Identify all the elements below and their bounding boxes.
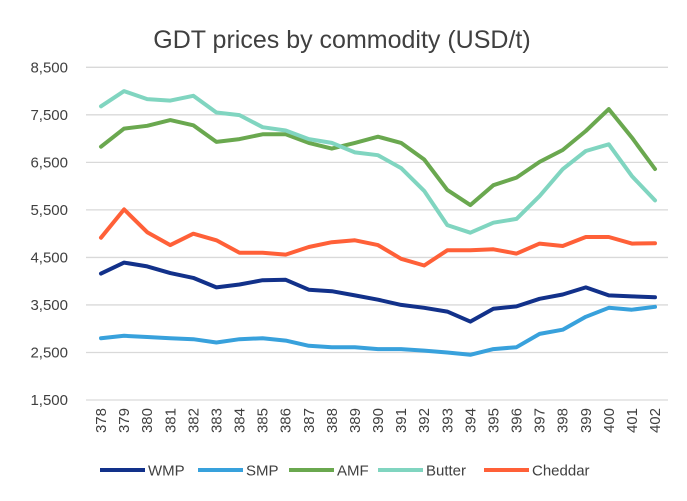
- series-line-smp: [99, 304, 657, 357]
- legend-item-butter: Butter: [378, 463, 466, 480]
- legend-item-amf: AMF: [289, 463, 369, 480]
- x-tick-label: 383: [208, 408, 225, 433]
- x-tick-label: 378: [93, 408, 110, 433]
- y-tick-label: 8,500: [30, 59, 68, 76]
- legend-item-cheddar: Cheddar: [484, 463, 590, 480]
- x-tick-label: 385: [255, 408, 272, 433]
- legend-item-smp: SMP: [198, 463, 279, 480]
- y-tick-label: 5,500: [30, 202, 68, 219]
- x-tick-label: 397: [532, 408, 549, 433]
- x-tick-label: 387: [301, 408, 318, 433]
- x-tick-label: 380: [139, 408, 156, 433]
- legend-label: Cheddar: [532, 463, 590, 480]
- series-lines: [99, 89, 657, 357]
- series-line-cheddar: [99, 207, 657, 268]
- x-tick-label: 394: [462, 408, 479, 433]
- x-tick-label: 398: [555, 408, 572, 433]
- x-tick-label: 389: [347, 408, 364, 433]
- x-axis: 378 379 380 381 382 383 384 385 386 387 388 389 390 3…: [93, 408, 664, 433]
- x-tick-label: 402: [647, 408, 664, 433]
- x-tick-label: 388: [324, 408, 341, 433]
- x-tick-label: 392: [416, 408, 433, 433]
- chart-title: GDT prices by commodity (USD/t): [153, 26, 530, 54]
- x-tick-label: 384: [232, 408, 249, 433]
- series-line-butter: [99, 89, 657, 235]
- y-tick-label: 7,500: [30, 107, 68, 124]
- y-tick-label: 3,500: [30, 297, 68, 314]
- gridlines: [86, 66, 668, 401]
- y-tick-label: 4,500: [30, 249, 68, 266]
- x-tick-label: 391: [393, 408, 410, 433]
- x-tick-label: 379: [116, 408, 133, 433]
- x-tick-label: 399: [578, 408, 595, 433]
- x-tick-label: 400: [601, 408, 618, 433]
- x-tick-label: 386: [278, 408, 295, 433]
- y-axis: 1,500 2,500 3,500 4,500 5,500 6,500 7,500 8,500: [30, 59, 68, 409]
- legend-label: SMP: [246, 463, 279, 480]
- y-tick-label: 6,500: [30, 154, 68, 171]
- y-tick-label: 2,500: [30, 344, 68, 361]
- series-line-wmp: [99, 260, 657, 324]
- x-tick-label: 393: [439, 408, 456, 433]
- y-tick-label: 1,500: [30, 392, 68, 409]
- legend-label: AMF: [337, 463, 369, 480]
- legend-item-wmp: WMP: [100, 463, 185, 480]
- x-tick-label: 396: [509, 408, 526, 433]
- legend-label: WMP: [148, 463, 185, 480]
- x-tick-label: 381: [162, 408, 179, 433]
- legend-label: Butter: [426, 463, 466, 480]
- legend: WMP SMP AMF Butter Cheddar: [100, 463, 590, 480]
- x-tick-label: 382: [185, 408, 202, 433]
- x-tick-label: 390: [370, 408, 387, 433]
- x-tick-label: 401: [624, 408, 641, 433]
- x-tick-label: 395: [485, 408, 502, 433]
- series-line-amf: [99, 107, 657, 208]
